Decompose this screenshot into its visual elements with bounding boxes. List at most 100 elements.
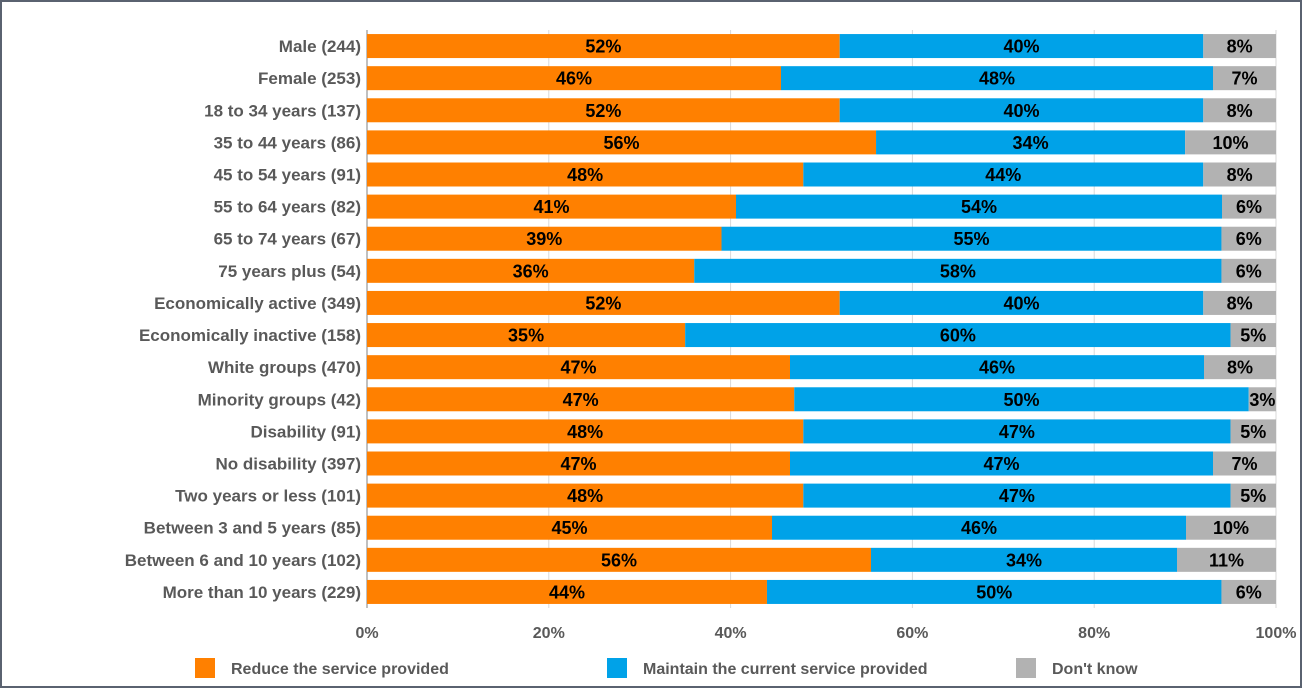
data-label: 56% xyxy=(601,550,637,570)
bar-segment xyxy=(367,162,804,187)
legend-swatch xyxy=(1016,658,1036,678)
data-label: 47% xyxy=(563,390,599,410)
bar-segment xyxy=(367,323,686,348)
data-label: 36% xyxy=(513,261,549,281)
bar-segment xyxy=(839,290,1204,315)
bar-segment xyxy=(1230,483,1276,508)
legend: Reduce the service provided Maintain the … xyxy=(195,658,1138,678)
data-label: 50% xyxy=(1003,390,1039,410)
data-label: 54% xyxy=(961,197,997,217)
x-tick-label: 40% xyxy=(715,625,747,642)
bar-segment xyxy=(766,579,1222,604)
category-label: No disability (397) xyxy=(216,455,361,474)
bar-segment xyxy=(736,194,1222,219)
bar-segment xyxy=(367,451,790,476)
bar-segment xyxy=(367,226,722,251)
bar-segment xyxy=(367,387,795,412)
data-label: 48% xyxy=(979,69,1015,89)
grid-layer xyxy=(366,30,1277,608)
data-label: 60% xyxy=(940,326,976,346)
bar-segment xyxy=(1221,579,1276,604)
data-label: 7% xyxy=(1231,69,1257,89)
legend-label: Maintain the current service provided xyxy=(643,661,928,678)
category-label: 75 years plus (54) xyxy=(218,262,361,281)
category-label: Between 3 and 5 years (85) xyxy=(144,519,361,538)
legend-swatch xyxy=(607,658,627,678)
category-label: 35 to 44 years (86) xyxy=(214,133,361,152)
bar-segment xyxy=(367,515,772,540)
data-label: 34% xyxy=(1006,550,1042,570)
category-label: More than 10 years (229) xyxy=(163,583,361,602)
data-label: 5% xyxy=(1240,486,1266,506)
bar-segment xyxy=(694,258,1222,283)
x-tick-label: 60% xyxy=(896,625,928,642)
category-label: Economically inactive (158) xyxy=(139,326,361,345)
data-label: 52% xyxy=(585,293,621,313)
data-label: 46% xyxy=(979,358,1015,378)
data-label: 56% xyxy=(604,133,640,153)
legend-label: Don't know xyxy=(1052,661,1138,678)
legend-swatch xyxy=(195,658,215,678)
bar-segment xyxy=(367,98,840,123)
data-label: 55% xyxy=(953,229,989,249)
data-label: 6% xyxy=(1236,197,1262,217)
bar-segment xyxy=(367,483,804,508)
bar-segment xyxy=(367,355,790,380)
bar-segment xyxy=(1203,98,1276,123)
bar-segment xyxy=(781,66,1213,91)
data-label: 47% xyxy=(560,454,596,474)
legend-label: Reduce the service provided xyxy=(231,661,449,678)
data-label: 52% xyxy=(585,37,621,57)
data-label: 48% xyxy=(567,486,603,506)
data-label: 6% xyxy=(1236,582,1262,602)
data-label: 44% xyxy=(985,165,1021,185)
data-label: 47% xyxy=(999,486,1035,506)
data-label: 5% xyxy=(1240,326,1266,346)
bar-segment xyxy=(367,34,840,59)
bar-segment xyxy=(794,387,1249,412)
data-label: 8% xyxy=(1227,358,1253,378)
bar-segment xyxy=(871,547,1177,572)
bar-segment xyxy=(367,547,871,572)
category-label: Minority groups (42) xyxy=(198,390,361,409)
category-label: Disability (91) xyxy=(250,422,361,441)
bar-segment xyxy=(839,98,1204,123)
data-label: 8% xyxy=(1227,101,1253,121)
data-label: 48% xyxy=(567,165,603,185)
x-tick-label: 100% xyxy=(1256,625,1297,642)
data-label: 40% xyxy=(1003,101,1039,121)
data-label: 47% xyxy=(560,358,596,378)
category-label: 18 to 34 years (137) xyxy=(204,101,361,120)
bar-segment xyxy=(1222,194,1276,219)
category-label: Economically active (349) xyxy=(154,294,361,313)
data-label: 40% xyxy=(1003,293,1039,313)
bar-segment xyxy=(367,290,840,315)
data-label: 10% xyxy=(1213,518,1249,538)
bar-segment xyxy=(1203,290,1276,315)
data-label: 5% xyxy=(1240,422,1266,442)
bar-segment xyxy=(1248,387,1276,412)
bar-segment xyxy=(1204,355,1276,380)
bar-segment xyxy=(367,579,767,604)
bar-segment xyxy=(803,419,1231,444)
label-layer: 0% 20% 40% 60% 80% 100% Male (244) 52% 40% 8% Fema… xyxy=(125,37,1297,642)
data-label: 35% xyxy=(508,326,544,346)
data-label: 47% xyxy=(999,422,1035,442)
data-label: 8% xyxy=(1227,165,1253,185)
data-label: 40% xyxy=(1003,37,1039,57)
data-label: 44% xyxy=(549,582,585,602)
bar-segment xyxy=(685,323,1231,348)
bar-segment xyxy=(367,130,877,155)
data-label: 46% xyxy=(961,518,997,538)
bar-segment xyxy=(1230,323,1276,348)
bar-segment xyxy=(1221,226,1276,251)
bar-layer xyxy=(367,34,1276,604)
bar-segment xyxy=(1213,451,1276,476)
bar-segment xyxy=(790,451,1213,476)
x-tick-label: 80% xyxy=(1078,625,1110,642)
data-label: 3% xyxy=(1249,390,1275,410)
bar-segment xyxy=(1203,162,1276,187)
bar-segment xyxy=(790,355,1204,380)
data-label: 8% xyxy=(1227,293,1253,313)
